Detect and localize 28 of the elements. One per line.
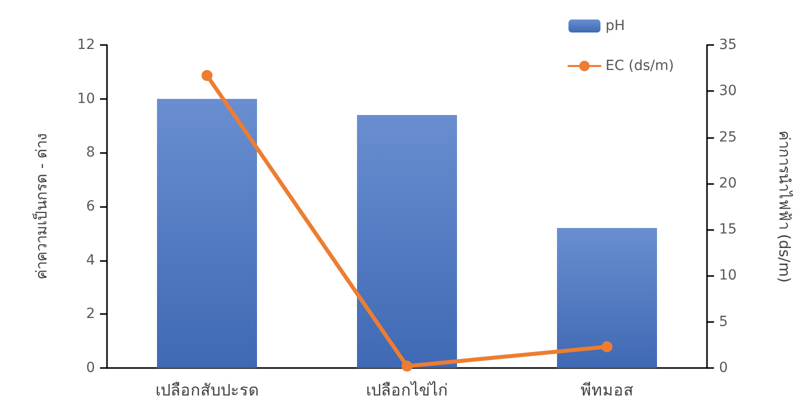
y2-tick-label: 25	[719, 129, 737, 146]
y-tick-label: 10	[77, 90, 95, 107]
y2-tick-label: 30	[719, 83, 737, 100]
y-tick-label: 8	[86, 144, 95, 161]
bar	[157, 98, 257, 368]
bar	[357, 114, 457, 368]
x-tick-label: เปลือกไข่ไก่	[366, 380, 448, 400]
x-tick-label: พีทมอส	[580, 380, 634, 400]
y-tick-label: 2	[86, 306, 95, 322]
point	[402, 360, 412, 372]
y-tick-label: 4	[86, 252, 96, 268]
point	[602, 341, 612, 352]
bar	[557, 228, 657, 368]
y2-axis-title: ค่าการนำไฟฟ้า (ds/m)	[776, 130, 794, 283]
y2-tick-label: 35	[719, 37, 737, 53]
y-tick-label: 0	[86, 360, 95, 376]
x-tick-label: เปลือกสับปะรด	[156, 380, 258, 400]
y2-tick-label: 20	[719, 175, 737, 192]
y-tick-label: 12	[77, 37, 95, 53]
y2-tick-label: 0	[719, 360, 728, 376]
y2-tick-label: 10	[719, 268, 737, 284]
point	[202, 70, 212, 81]
y-axis-title: ค่าความเป็นกรด - ด่าง	[32, 134, 50, 280]
y-tick-label: 6	[86, 198, 96, 214]
y2-tick-label: 5	[719, 314, 728, 330]
legend-label: EC (ds/m)	[605, 58, 674, 74]
y2-tick-label: 15	[719, 222, 737, 238]
legend-label: pH	[605, 18, 625, 34]
